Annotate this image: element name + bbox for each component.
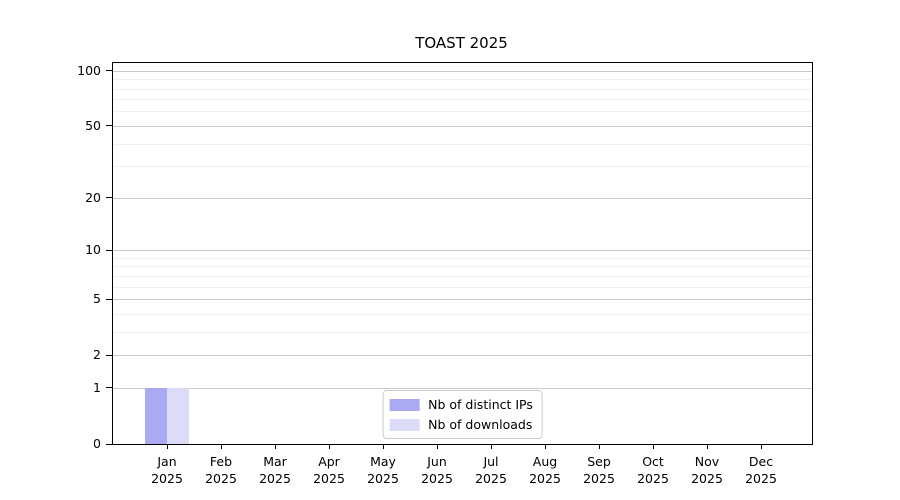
major-gridline (113, 250, 812, 251)
minor-gridline (113, 313, 812, 315)
legend-item-downloads: Nb of downloads (389, 417, 533, 432)
x-tick-month: May (370, 454, 396, 469)
minor-gridline (113, 111, 812, 113)
x-tick-mark (436, 445, 438, 449)
x-tick-label: Dec 2025 (734, 453, 788, 487)
x-tick-year: 2025 (367, 471, 399, 486)
y-tick-mark (106, 298, 113, 300)
minor-gridline (113, 166, 812, 168)
minor-gridline (113, 79, 812, 81)
minor-gridline (113, 286, 812, 288)
minor-gridline (113, 99, 812, 101)
x-tick-year: 2025 (691, 471, 723, 486)
major-gridline (113, 387, 812, 389)
x-tick-year: 2025 (205, 471, 237, 486)
y-tick-label: 5 (93, 291, 101, 306)
minor-gridline (113, 257, 812, 259)
x-tick-mark (760, 445, 762, 449)
x-tick-mark (706, 445, 708, 449)
x-tick-month: Sep (587, 454, 611, 469)
x-tick-mark (490, 445, 492, 449)
minor-gridline (113, 266, 812, 268)
major-gridline (113, 70, 812, 72)
x-tick-label: Jan 2025 (140, 453, 194, 487)
minor-gridline (113, 88, 812, 90)
x-tick-year: 2025 (259, 471, 291, 486)
x-tick-label: Mar 2025 (248, 453, 302, 487)
x-tick-label: Jun 2025 (410, 453, 464, 487)
x-tick-month: Aug (532, 454, 558, 469)
x-tick-label: Jul 2025 (464, 453, 518, 487)
x-tick-mark (220, 445, 222, 449)
x-tick-mark (328, 445, 330, 449)
y-tick-label: 0 (93, 436, 101, 451)
y-tick-mark (106, 443, 113, 445)
x-tick-mark (544, 445, 546, 449)
x-tick-mark (274, 445, 276, 449)
x-tick-year: 2025 (583, 471, 615, 486)
legend: Nb of distinct IPs Nb of downloads (382, 390, 543, 439)
x-tick-month: Dec (748, 454, 774, 469)
minor-gridline (113, 275, 812, 277)
x-tick-month: Apr (318, 454, 340, 469)
y-tick-label: 20 (85, 189, 101, 205)
x-tick-year: 2025 (529, 471, 561, 486)
bar-downloads (167, 387, 189, 444)
x-tick-month: Oct (642, 454, 664, 469)
x-tick-mark (166, 445, 168, 449)
minor-gridline (113, 143, 812, 145)
x-tick-year: 2025 (475, 471, 507, 486)
bar-distinct-ips (145, 387, 167, 444)
x-tick-label: Apr 2025 (302, 453, 356, 487)
x-tick-year: 2025 (637, 471, 669, 486)
legend-label-downloads: Nb of downloads (428, 417, 533, 432)
major-gridline (113, 197, 812, 199)
major-gridline (113, 299, 812, 300)
legend-swatch-downloads (389, 418, 420, 431)
y-tick-mark (106, 354, 113, 356)
x-tick-month: Jan (157, 454, 177, 469)
y-tick-label: 2 (93, 347, 101, 363)
x-tick-label: Nov 2025 (680, 453, 734, 487)
y-tick-label: 50 (85, 117, 101, 133)
x-tick-label: May 2025 (356, 453, 410, 487)
x-tick-month: Jul (483, 454, 499, 469)
y-tick-label: 100 (77, 62, 101, 78)
legend-item-distinct-ips: Nb of distinct IPs (389, 397, 533, 412)
x-tick-label: Feb 2025 (194, 453, 248, 487)
x-tick-year: 2025 (151, 471, 183, 486)
y-tick-label: 1 (93, 379, 101, 395)
x-tick-month: Jun (427, 454, 447, 469)
x-tick-mark (652, 445, 654, 449)
x-tick-year: 2025 (421, 471, 453, 486)
x-tick-label: Aug 2025 (518, 453, 572, 487)
x-tick-mark (382, 445, 384, 449)
major-gridline (113, 355, 812, 357)
x-tick-month: Nov (694, 454, 720, 469)
x-tick-month: Mar (263, 454, 287, 469)
minor-gridline (113, 331, 812, 333)
x-tick-year: 2025 (745, 471, 777, 486)
x-tick-year: 2025 (313, 471, 345, 486)
chart-title: TOAST 2025 (415, 34, 508, 52)
x-tick-month: Feb (209, 454, 233, 469)
y-tick-mark (106, 125, 113, 127)
x-tick-mark (598, 445, 600, 449)
y-tick-mark (106, 197, 113, 199)
legend-label-distinct-ips: Nb of distinct IPs (428, 397, 533, 412)
y-tick-mark (106, 249, 113, 251)
major-gridline (113, 125, 812, 127)
y-tick-label: 10 (85, 242, 101, 257)
legend-swatch-distinct-ips (389, 398, 420, 411)
x-tick-label: Oct 2025 (626, 453, 680, 487)
y-tick-mark (106, 70, 113, 72)
x-tick-label: Sep 2025 (572, 453, 626, 487)
plot-area: Nb of distinct IPs Nb of downloads 0 1 2 5 1… (77, 62, 813, 486)
y-tick-mark (106, 387, 113, 389)
